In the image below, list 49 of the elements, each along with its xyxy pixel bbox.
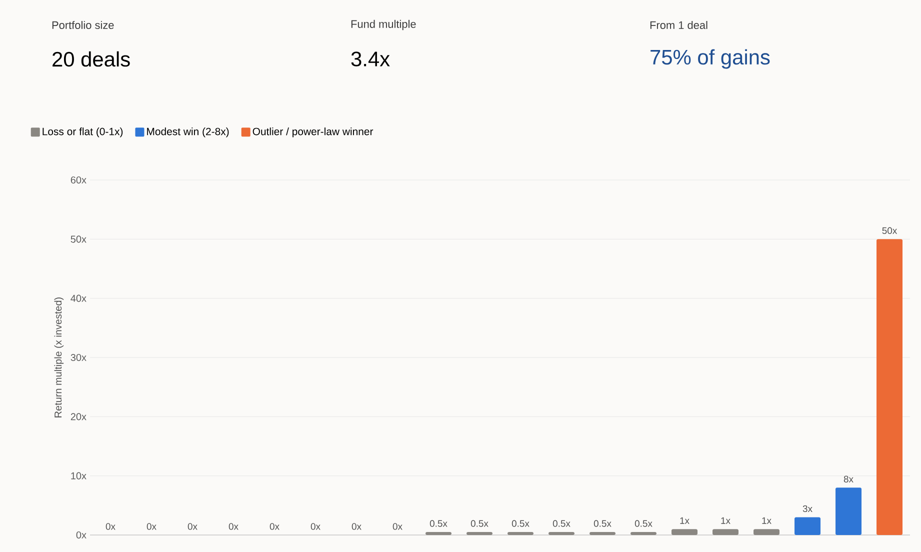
y-tick-label: 40x <box>70 294 86 302</box>
y-tick-label: 20x <box>70 413 86 420</box>
bar <box>548 532 575 535</box>
y-tick-label: 10x <box>71 472 86 480</box>
y-tick-label: 0x <box>76 531 86 539</box>
bar <box>426 532 452 535</box>
bar <box>794 517 821 535</box>
data-label: 0x <box>352 523 362 530</box>
data-label: 0x <box>310 523 320 530</box>
bar <box>466 532 493 535</box>
text: 75% of gains <box>650 49 770 69</box>
data-label: 50x <box>882 227 898 234</box>
text: Fund multiple <box>351 20 416 30</box>
bar <box>754 529 780 535</box>
data-label: 0.5x <box>512 520 530 527</box>
data-label: 1x <box>721 517 730 524</box>
bar <box>876 239 903 535</box>
bar <box>590 532 616 535</box>
legend-label: Modest win (2-8x) <box>147 128 229 138</box>
data-label: 0x <box>392 523 402 530</box>
data-label: 8x <box>844 476 854 482</box>
data-label: 0.5x <box>470 520 488 527</box>
data-label: 0x <box>228 523 238 530</box>
bar <box>672 529 698 535</box>
text: 3.4x <box>351 52 390 66</box>
y-tick-label: 50x <box>70 236 86 243</box>
bar <box>712 529 739 535</box>
data-label: 1x <box>762 517 772 524</box>
data-label: 0x <box>270 523 280 530</box>
text: Portfolio size <box>52 20 114 30</box>
legend-label: Loss or flat (0-1x) <box>42 128 123 138</box>
text: 20 deals <box>52 51 130 67</box>
data-label: 0x <box>188 523 198 530</box>
bar <box>630 532 657 535</box>
legend-label: Outlier / power-law winner <box>252 128 374 138</box>
bar <box>836 488 862 535</box>
bar <box>508 532 534 535</box>
data-label: 1x <box>680 517 690 524</box>
data-label: 0x <box>146 523 156 530</box>
y-tick-label: 30x <box>70 354 86 362</box>
y-tick-label: 60x <box>70 176 86 184</box>
data-label: 0.5x <box>594 520 612 527</box>
data-label: 0.5x <box>430 520 448 527</box>
data-label: 0.5x <box>552 520 570 527</box>
data-label: 3x <box>802 505 812 512</box>
y-axis-title: Return multiple (x invested) <box>54 298 64 418</box>
text: From 1 deal <box>650 20 708 30</box>
data-label: 0.5x <box>634 520 652 527</box>
data-label: 0x <box>106 523 116 530</box>
